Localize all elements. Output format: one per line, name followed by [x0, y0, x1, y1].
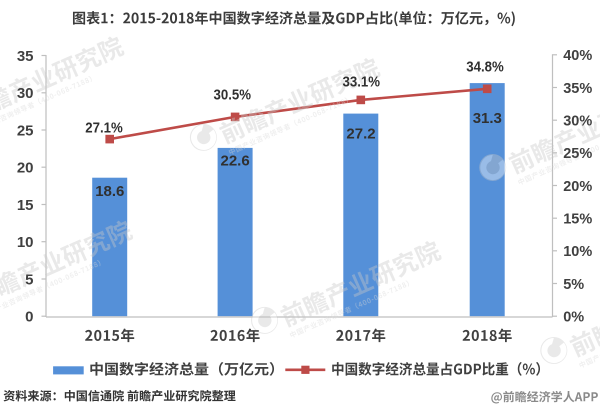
svg-text:22.6: 22.6: [220, 153, 249, 170]
svg-text:31.3: 31.3: [473, 110, 502, 127]
svg-text:35%: 35%: [563, 81, 592, 97]
svg-text:27.1%: 27.1%: [85, 119, 123, 136]
svg-text:5%: 5%: [563, 277, 584, 293]
svg-text:35: 35: [17, 48, 34, 65]
svg-text:15: 15: [17, 197, 34, 214]
svg-text:0: 0: [25, 309, 33, 326]
svg-text:20%: 20%: [563, 179, 592, 195]
svg-text:27.2: 27.2: [346, 125, 375, 142]
svg-text:10: 10: [17, 234, 34, 251]
svg-text:15%: 15%: [563, 212, 592, 228]
svg-text:40%: 40%: [563, 48, 592, 64]
svg-text:10%: 10%: [563, 244, 592, 260]
svg-text:5: 5: [25, 271, 33, 288]
svg-text:25%: 25%: [563, 146, 592, 162]
svg-text:34.8%: 34.8%: [466, 59, 504, 76]
svg-text:0%: 0%: [563, 310, 584, 326]
svg-text:30: 30: [17, 85, 34, 102]
svg-text:30.5%: 30.5%: [214, 87, 252, 104]
svg-text:30%: 30%: [563, 114, 592, 130]
svg-text:18.6: 18.6: [95, 183, 124, 200]
svg-text:33.1%: 33.1%: [343, 74, 381, 91]
svg-text:20: 20: [17, 160, 34, 177]
svg-text:25: 25: [17, 122, 34, 139]
